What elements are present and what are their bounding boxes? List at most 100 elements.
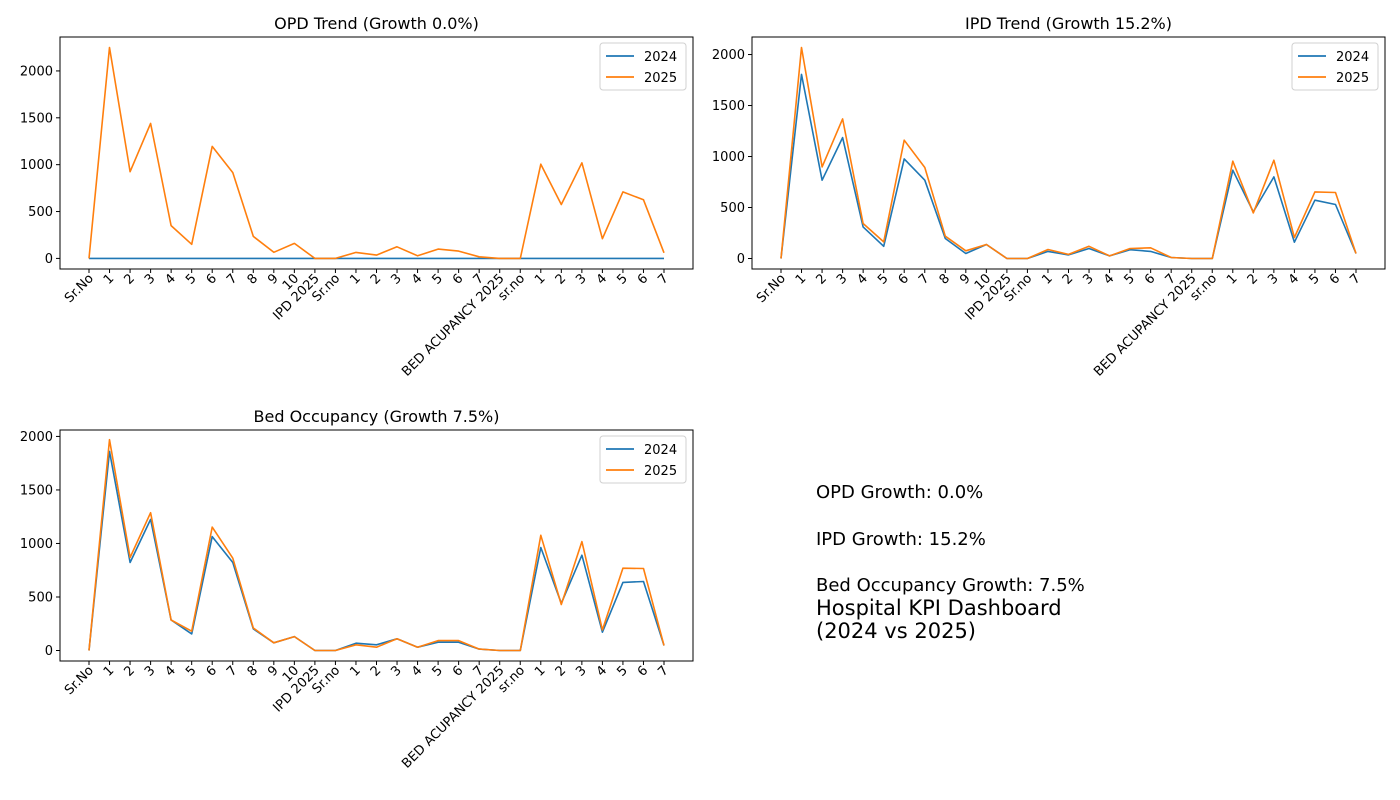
ipd-xtick-label: 1 <box>1039 271 1055 287</box>
ipd-xtick-label: 2 <box>1060 271 1076 287</box>
bed-xtick-label: 8 <box>245 663 261 679</box>
opd-xtick-label: 5 <box>429 271 445 287</box>
bed-xtick-label: 3 <box>573 663 589 679</box>
opd-xtick-label: 1 <box>532 271 548 287</box>
ipd-legend-box <box>1291 42 1379 91</box>
ipd-legend-label-2025: 2025 <box>1336 71 1369 86</box>
ipd-xtick-label: 7 <box>1347 271 1363 287</box>
ipd-xtick-label: 9 <box>957 271 973 287</box>
bed-xtick-label: 3 <box>142 663 158 679</box>
opd-xtick-label: 1 <box>347 271 363 287</box>
opd-growth-text: OPD Growth: 0.0% <box>816 482 984 503</box>
ipd-chart-title: IPD Trend (Growth 15.2%) <box>965 14 1172 33</box>
bed-xtick-label: 2 <box>553 663 569 679</box>
ipd-xtick-label: 1 <box>1224 271 1240 287</box>
ipd-xtick-label: 3 <box>1080 271 1096 287</box>
bed-xtick-label: Sr.No <box>62 663 97 698</box>
bed-xtick-label: 7 <box>655 663 671 679</box>
bed-legend-label-2025: 2025 <box>644 464 677 479</box>
opd-xtick-label: 4 <box>409 271 425 287</box>
dashboard-title: Hospital KPI Dashboard <box>816 596 1062 620</box>
ipd-xtick-label: 8 <box>937 271 953 287</box>
bed-xtick-label: 6 <box>450 663 466 679</box>
bed-ytick-label: 2000 <box>20 430 53 445</box>
bed-axes-frame <box>59 429 694 662</box>
ipd-xtick-label: 2 <box>1245 271 1261 287</box>
opd-ytick-label: 500 <box>28 205 53 220</box>
ipd-ytick-label: 1500 <box>712 99 745 114</box>
bed-xtick-label: 3 <box>388 663 404 679</box>
bed-xtick-label: 4 <box>163 663 179 679</box>
opd-ytick-label: 1000 <box>20 158 53 173</box>
bed-xtick-label: 5 <box>429 663 445 679</box>
opd-legend-label-2025: 2025 <box>644 71 677 86</box>
ipd-series-2024-line <box>780 73 1357 260</box>
ipd-xtick-label: 4 <box>1101 271 1117 287</box>
opd-legend-box <box>599 42 687 91</box>
bed-ytick-label: 1000 <box>20 537 53 552</box>
opd-legend: 2024 2025 <box>599 42 687 91</box>
bed-legend: 2024 2025 <box>599 435 687 484</box>
ipd-xtick-label: 2 <box>813 271 829 287</box>
bed-xtick-label: 2 <box>368 663 384 679</box>
bed-xtick-label: 4 <box>594 663 610 679</box>
bed-xtick-label: 2 <box>121 663 137 679</box>
ipd-ytick-label: 2000 <box>712 48 745 63</box>
bed-series-2025-line <box>88 438 665 652</box>
opd-xtick-label: BED ACUPANCY 2025 <box>399 271 507 379</box>
ipd-ytick-label: 0 <box>737 252 745 267</box>
bed-xtick-label: 9 <box>265 663 281 679</box>
dashboard-subtitle: (2024 vs 2025) <box>816 619 976 643</box>
ipd-xtick-label: 5 <box>1121 271 1137 287</box>
ipd-xtick-label: 4 <box>855 271 871 287</box>
ipd-legend: 2024 2025 <box>1291 42 1379 91</box>
ipd-ytick-label: 500 <box>720 201 745 216</box>
ipd-legend-label-2024: 2024 <box>1336 50 1369 65</box>
opd-xtick-label: 3 <box>388 271 404 287</box>
opd-ytick-label: 0 <box>45 252 53 267</box>
bed-xtick-label: 6 <box>635 663 651 679</box>
opd-xtick-label: 4 <box>594 271 610 287</box>
opd-xtick-label: 5 <box>183 271 199 287</box>
bed-xtick-label: 7 <box>224 663 240 679</box>
opd-xtick-label: 8 <box>245 271 261 287</box>
ipd-xtick-label: Sr.No <box>754 271 789 306</box>
ipd-xtick-label: 1 <box>793 271 809 287</box>
bed-chart-title: Bed Occupancy (Growth 7.5%) <box>254 407 500 426</box>
bed-xtick-label: 1 <box>347 663 363 679</box>
bed-ytick-label: 500 <box>28 590 53 605</box>
opd-xtick-label: 6 <box>204 271 220 287</box>
ipd-xtick-label: 5 <box>875 271 891 287</box>
opd-series-2025-line <box>88 46 665 260</box>
opd-xtick-label: 3 <box>573 271 589 287</box>
bed-xtick-label: 6 <box>204 663 220 679</box>
opd-chart: OPD Trend (Growth 0.0%) 0 500 1000 1500 2000 S… <box>20 14 694 380</box>
opd-xtick-label: 6 <box>635 271 651 287</box>
opd-axes-frame <box>59 36 694 270</box>
bed-legend-box <box>599 435 687 484</box>
bed-ytick-label: 0 <box>45 644 53 659</box>
ipd-chart: IPD Trend (Growth 15.2%) 0 500 1000 1500 2000… <box>712 14 1386 380</box>
opd-xtick-label: 2 <box>121 271 137 287</box>
ipd-series-2025-line <box>780 46 1357 260</box>
bed-ytick-label: 1500 <box>20 483 53 498</box>
ipd-xtick-label: 3 <box>834 271 850 287</box>
bed-growth-text: Bed Occupancy Growth: 7.5% <box>816 575 1085 596</box>
bed-xtick-label: 5 <box>614 663 630 679</box>
bed-series-2024-line <box>88 450 665 652</box>
bed-chart: Bed Occupancy (Growth 7.5%) 0 500 1000 1500 2… <box>20 407 694 772</box>
opd-xtick-label: 6 <box>450 271 466 287</box>
ipd-ytick-label: 1000 <box>712 150 745 165</box>
opd-ytick-label: 2000 <box>20 64 53 79</box>
opd-xtick-label: 2 <box>553 271 569 287</box>
opd-chart-title: OPD Trend (Growth 0.0%) <box>274 14 479 33</box>
ipd-xtick-label: 6 <box>1327 271 1343 287</box>
opd-xtick-label: 5 <box>614 271 630 287</box>
ipd-xtick-label: 4 <box>1286 271 1302 287</box>
bed-xtick-label: 4 <box>409 663 425 679</box>
opd-xtick-label: 7 <box>655 271 671 287</box>
ipd-xtick-label: 5 <box>1306 271 1322 287</box>
opd-xtick-label: 9 <box>265 271 281 287</box>
opd-xtick-label: Sr.No <box>62 271 97 306</box>
